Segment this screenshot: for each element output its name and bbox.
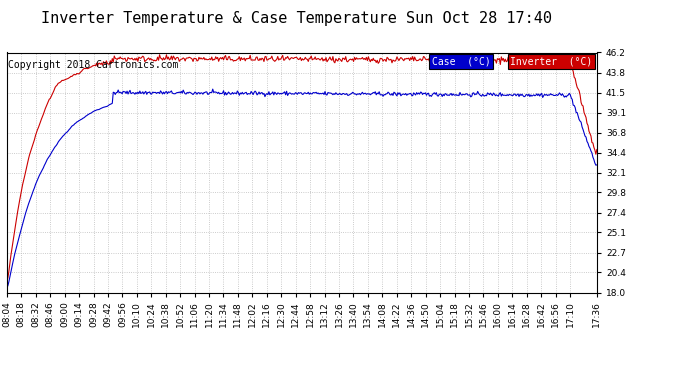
Text: Copyright 2018 Cartronics.com: Copyright 2018 Cartronics.com — [8, 60, 179, 70]
Text: Case  (°C): Case (°C) — [432, 56, 491, 66]
Text: Inverter  (°C): Inverter (°C) — [510, 56, 593, 66]
Text: Inverter Temperature & Case Temperature Sun Oct 28 17:40: Inverter Temperature & Case Temperature … — [41, 11, 552, 26]
